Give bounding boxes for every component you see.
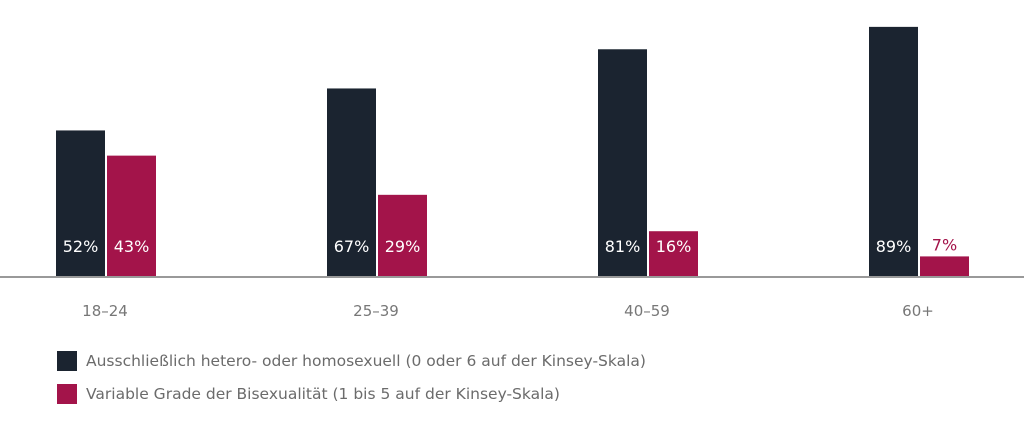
bar-chart: 52% 43% 18–24 67% 29% 25–39 81% 16% 40–59 89% 7% 60… bbox=[0, 26, 1024, 320]
data-label: 52% bbox=[63, 237, 99, 256]
legend: Ausschließlich hetero- oder homosexuell … bbox=[57, 344, 646, 410]
bar-exclusive bbox=[56, 130, 105, 276]
bar-exclusive bbox=[869, 26, 918, 277]
x-tick-label: 60+ bbox=[902, 302, 934, 320]
data-label: 43% bbox=[114, 237, 150, 256]
legend-swatch-bisexual bbox=[57, 383, 77, 404]
bar-bisexual bbox=[378, 194, 427, 276]
data-label: 67% bbox=[334, 237, 370, 256]
bar-bisexual bbox=[649, 231, 698, 276]
x-tick-label: 40–59 bbox=[624, 302, 670, 320]
data-label: 7% bbox=[932, 235, 957, 254]
x-tick-label: 18–24 bbox=[82, 302, 128, 320]
legend-item-exclusive: Ausschließlich hetero- oder homosexuell … bbox=[57, 344, 646, 377]
bar-exclusive bbox=[327, 88, 376, 276]
x-tick-label: 25–39 bbox=[353, 302, 399, 320]
bar-bisexual bbox=[107, 155, 156, 276]
bar-bisexual bbox=[920, 256, 969, 276]
data-label: 16% bbox=[656, 237, 692, 256]
data-label: 81% bbox=[605, 237, 641, 256]
bar-exclusive bbox=[598, 49, 647, 277]
legend-swatch-exclusive bbox=[57, 350, 77, 371]
legend-label: Ausschließlich hetero- oder homosexuell … bbox=[86, 351, 646, 370]
data-label: 89% bbox=[876, 237, 912, 256]
legend-label: Variable Grade der Bisexualität (1 bis 5… bbox=[86, 384, 560, 403]
legend-item-bisexual: Variable Grade der Bisexualität (1 bis 5… bbox=[57, 377, 646, 410]
data-label: 29% bbox=[385, 237, 421, 256]
